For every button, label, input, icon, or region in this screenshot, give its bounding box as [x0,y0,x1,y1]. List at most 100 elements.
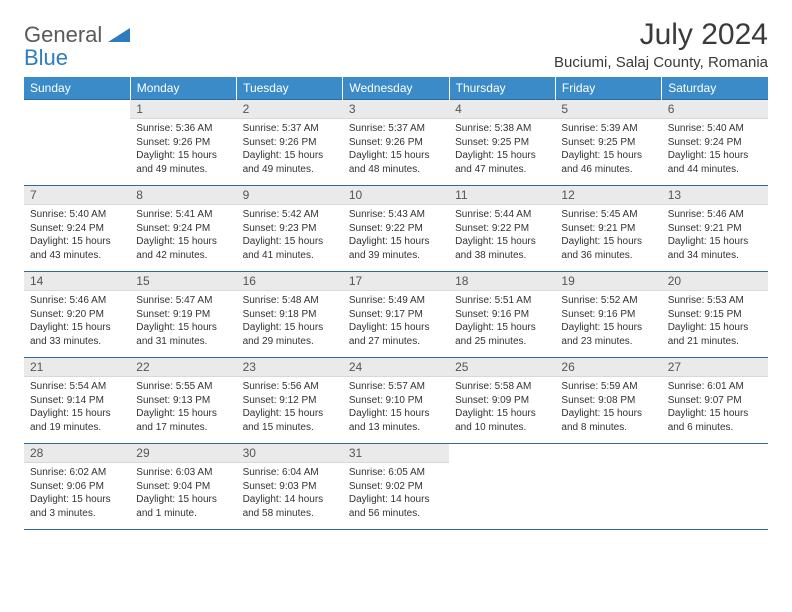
daylight-text: Daylight: 15 hours and 17 minutes. [136,407,230,434]
calendar-cell: 20Sunrise: 5:53 AMSunset: 9:15 PMDayligh… [662,272,768,358]
calendar-cell: 6Sunrise: 5:40 AMSunset: 9:24 PMDaylight… [662,100,768,186]
daylight-text: Daylight: 15 hours and 42 minutes. [136,235,230,262]
day-content: Sunrise: 5:52 AMSunset: 9:16 PMDaylight:… [555,291,661,352]
dow-sun: Sunday [24,77,130,100]
calendar-table: Sunday Monday Tuesday Wednesday Thursday… [24,77,768,530]
sunrise-text: Sunrise: 5:41 AM [136,208,230,222]
day-number: 20 [662,272,768,291]
calendar-cell: 22 Sunrise: 5:55 AMSunset: 9:13 PMDayligh… [130,358,236,444]
sunrise-text: Sunrise: 5:42 AM [243,208,337,222]
day-content: Sunrise: 5:46 AMSunset: 9:20 PMDaylight:… [24,291,130,352]
sunset-text: Sunset: 9:10 PM [349,394,443,408]
logo-triangle-icon [108,28,130,42]
daylight-text: Daylight: 15 hours and 44 minutes. [668,149,762,176]
dow-header-row: Sunday Monday Tuesday Wednesday Thursday… [24,77,768,100]
sunrise-text: Sunrise: 5:40 AM [668,122,762,136]
sunrise-text: Sunrise: 5:58 AM [455,380,549,394]
day-number: 21 [24,358,130,377]
calendar-cell: 7Sunrise: 5:40 AMSunset: 9:24 PMDaylight… [24,186,130,272]
day-number: 24 [343,358,449,377]
sunset-text: Sunset: 9:18 PM [243,308,337,322]
day-content: Sunrise: 5:57 AMSunset: 9:10 PMDaylight:… [343,377,449,438]
day-content: Sunrise: 5:53 AMSunset: 9:15 PMDaylight:… [662,291,768,352]
day-number: 30 [237,444,343,463]
day-content: Sunrise: 5:43 AMSunset: 9:22 PMDaylight:… [343,205,449,266]
logo: General Blue [24,18,130,70]
day-number: 22 [130,358,236,377]
sunrise-text: Sunrise: 6:05 AM [349,466,443,480]
sunset-text: Sunset: 9:13 PM [136,394,230,408]
day-number: 12 [555,186,661,205]
day-content: Sunrise: 5:51 AMSunset: 9:16 PMDaylight:… [449,291,555,352]
dow-sat: Saturday [662,77,768,100]
day-number: 19 [555,272,661,291]
day-content: Sunrise: 6:03 AMSunset: 9:04 PMDaylight:… [130,463,236,524]
calendar-cell: 3Sunrise: 5:37 AMSunset: 9:26 PMDaylight… [343,100,449,186]
daylight-text: Daylight: 15 hours and 38 minutes. [455,235,549,262]
calendar-cell: 9Sunrise: 5:42 AMSunset: 9:23 PMDaylight… [237,186,343,272]
sunset-text: Sunset: 9:12 PM [243,394,337,408]
sunset-text: Sunset: 9:07 PM [668,394,762,408]
day-number: 16 [237,272,343,291]
calendar-cell: 25Sunrise: 5:58 AMSunset: 9:09 PMDayligh… [449,358,555,444]
calendar-cell: 19Sunrise: 5:52 AMSunset: 9:16 PMDayligh… [555,272,661,358]
sunrise-text: Sunrise: 5:56 AM [243,380,337,394]
day-number: 8 [130,186,236,205]
sunrise-text: Sunrise: 5:55 AM [136,380,230,394]
dow-wed: Wednesday [343,77,449,100]
sunrise-text: Sunrise: 6:04 AM [243,466,337,480]
daylight-text: Daylight: 15 hours and 48 minutes. [349,149,443,176]
day-content: Sunrise: 5:56 AMSunset: 9:12 PMDaylight:… [237,377,343,438]
daylight-text: Daylight: 15 hours and 31 minutes. [136,321,230,348]
calendar-cell: 15Sunrise: 5:47 AMSunset: 9:19 PMDayligh… [130,272,236,358]
calendar-row: 28Sunrise: 6:02 AMSunset: 9:06 PMDayligh… [24,444,768,530]
sunset-text: Sunset: 9:16 PM [561,308,655,322]
calendar-cell: 8Sunrise: 5:41 AMSunset: 9:24 PMDaylight… [130,186,236,272]
calendar-cell [662,444,768,530]
day-number: 18 [449,272,555,291]
daylight-text: Daylight: 15 hours and 39 minutes. [349,235,443,262]
daylight-text: Daylight: 15 hours and 43 minutes. [30,235,124,262]
daylight-text: Daylight: 15 hours and 27 minutes. [349,321,443,348]
day-number: 11 [449,186,555,205]
sunset-text: Sunset: 9:26 PM [349,136,443,150]
sunset-text: Sunset: 9:08 PM [561,394,655,408]
daylight-text: Daylight: 14 hours and 56 minutes. [349,493,443,520]
calendar-cell: 13Sunrise: 5:46 AMSunset: 9:21 PMDayligh… [662,186,768,272]
calendar-cell: 1Sunrise: 5:36 AMSunset: 9:26 PMDaylight… [130,100,236,186]
day-content: Sunrise: 5:44 AMSunset: 9:22 PMDaylight:… [449,205,555,266]
calendar-cell: 10Sunrise: 5:43 AMSunset: 9:22 PMDayligh… [343,186,449,272]
sunset-text: Sunset: 9:20 PM [30,308,124,322]
day-number: 6 [662,100,768,119]
sunrise-text: Sunrise: 6:03 AM [136,466,230,480]
calendar-cell: 16Sunrise: 5:48 AMSunset: 9:18 PMDayligh… [237,272,343,358]
calendar-cell [24,100,130,186]
daylight-text: Daylight: 15 hours and 46 minutes. [561,149,655,176]
sunrise-text: Sunrise: 5:54 AM [30,380,124,394]
calendar-cell: 14Sunrise: 5:46 AMSunset: 9:20 PMDayligh… [24,272,130,358]
day-number: 28 [24,444,130,463]
day-content: Sunrise: 5:39 AMSunset: 9:25 PMDaylight:… [555,119,661,180]
sunset-text: Sunset: 9:24 PM [30,222,124,236]
sunrise-text: Sunrise: 5:37 AM [349,122,443,136]
daylight-text: Daylight: 15 hours and 3 minutes. [30,493,124,520]
logo-text-block: General Blue [24,24,130,70]
logo-blue-text: Blue [24,45,68,70]
sunset-text: Sunset: 9:23 PM [243,222,337,236]
dow-thu: Thursday [449,77,555,100]
day-content: Sunrise: 5:49 AMSunset: 9:17 PMDaylight:… [343,291,449,352]
location-text: Buciumi, Salaj County, Romania [554,54,768,71]
sunset-text: Sunset: 9:04 PM [136,480,230,494]
sunrise-text: Sunrise: 5:48 AM [243,294,337,308]
daylight-text: Daylight: 15 hours and 6 minutes. [668,407,762,434]
sunset-text: Sunset: 9:19 PM [136,308,230,322]
day-content: Sunrise: 5:37 AMSunset: 9:26 PMDaylight:… [237,119,343,180]
sunrise-text: Sunrise: 5:39 AM [561,122,655,136]
daylight-text: Daylight: 15 hours and 49 minutes. [243,149,337,176]
dow-tue: Tuesday [237,77,343,100]
day-content: Sunrise: 6:05 AMSunset: 9:02 PMDaylight:… [343,463,449,524]
daylight-text: Daylight: 15 hours and 33 minutes. [30,321,124,348]
calendar-cell: 11Sunrise: 5:44 AMSunset: 9:22 PMDayligh… [449,186,555,272]
sunset-text: Sunset: 9:21 PM [668,222,762,236]
calendar-cell: 5Sunrise: 5:39 AMSunset: 9:25 PMDaylight… [555,100,661,186]
